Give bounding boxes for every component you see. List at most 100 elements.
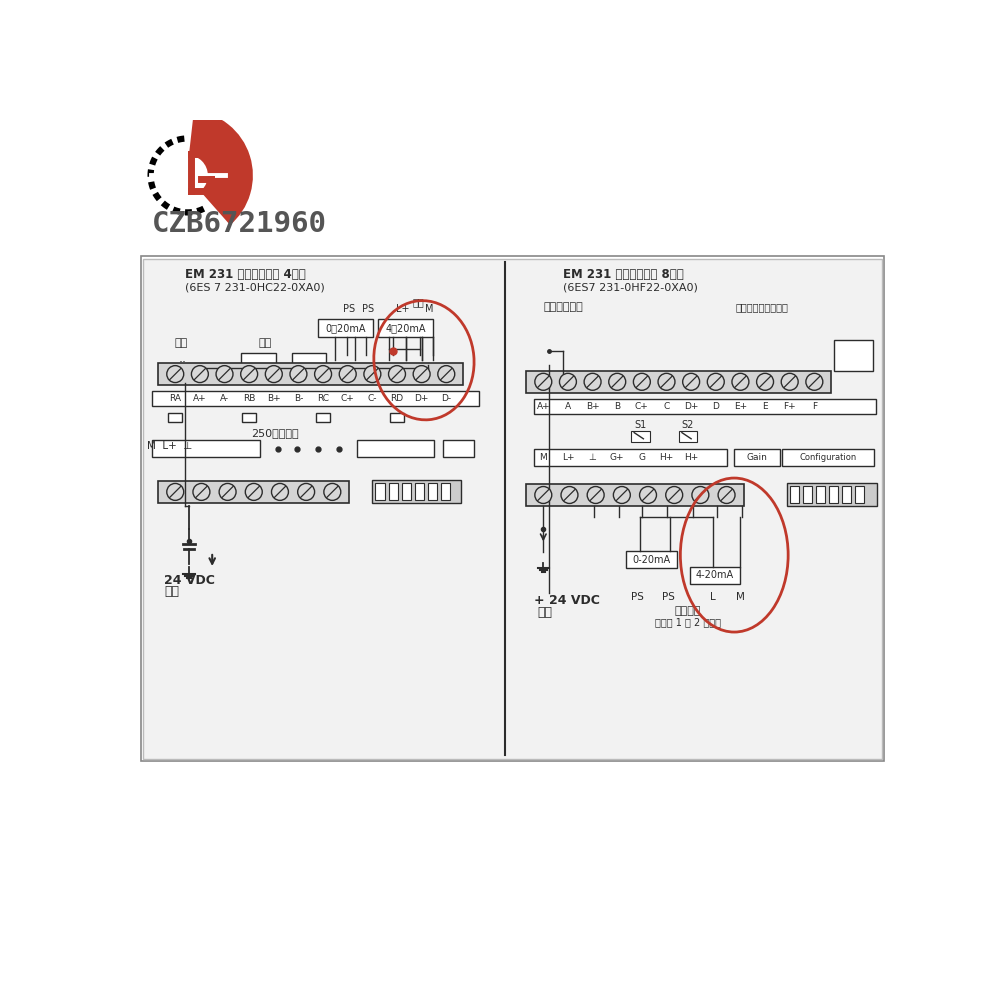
Text: RD: RD (390, 394, 404, 403)
Text: D-: D- (441, 394, 451, 403)
Circle shape (167, 483, 184, 500)
Bar (158, 363, 463, 385)
Bar (378, 319, 433, 337)
Text: C+: C+ (635, 402, 649, 411)
Text: G: G (638, 453, 645, 462)
Text: RB: RB (243, 394, 255, 403)
Text: H+: H+ (684, 453, 698, 462)
Circle shape (535, 487, 552, 503)
Text: 正常电压输入: 正常电压输入 (543, 302, 583, 312)
Text: C: C (663, 402, 670, 411)
Text: PS: PS (662, 592, 674, 602)
Text: S1: S1 (634, 420, 646, 430)
Circle shape (315, 366, 332, 383)
Text: 0-20mA: 0-20mA (633, 555, 671, 565)
Text: CZB6721960: CZB6721960 (152, 210, 327, 238)
Bar (842, 486, 851, 503)
Text: RC: RC (317, 394, 329, 403)
Bar (141, 256, 884, 761)
Text: PS: PS (343, 304, 355, 314)
Bar (534, 399, 876, 414)
Circle shape (219, 483, 236, 500)
Circle shape (806, 373, 823, 390)
Text: E: E (762, 402, 768, 411)
Circle shape (339, 366, 356, 383)
Bar (152, 391, 479, 406)
Text: A+: A+ (193, 394, 207, 403)
Bar (834, 340, 873, 371)
Text: C+: C+ (341, 394, 355, 403)
Circle shape (718, 487, 735, 503)
Circle shape (692, 487, 709, 503)
Text: E+: E+ (734, 402, 747, 411)
Text: A-: A- (220, 394, 229, 403)
Circle shape (271, 483, 288, 500)
Bar (626, 551, 677, 568)
Bar (428, 483, 437, 500)
Circle shape (561, 487, 578, 503)
Text: C-: C- (368, 394, 377, 403)
Text: ··: ·· (178, 356, 186, 369)
Text: 将未使用的输入短接: 将未使用的输入短接 (736, 302, 789, 312)
Text: A+: A+ (536, 402, 550, 411)
Text: 电流输入: 电流输入 (675, 606, 701, 616)
Bar (158, 481, 349, 503)
Bar (441, 483, 450, 500)
Text: L: L (710, 592, 716, 602)
Bar (242, 413, 256, 422)
Text: D+: D+ (414, 394, 429, 403)
Text: 4-20mA: 4-20mA (696, 570, 734, 580)
Bar (143, 259, 882, 759)
Text: Gain: Gain (747, 453, 768, 462)
Circle shape (640, 487, 656, 503)
Text: M: M (425, 304, 434, 314)
Circle shape (587, 487, 604, 503)
Text: ⊥: ⊥ (589, 453, 597, 462)
Text: 0至20mA: 0至20mA (325, 323, 366, 333)
Bar (443, 440, 474, 457)
Circle shape (193, 483, 210, 500)
Bar (390, 413, 404, 422)
Text: F+: F+ (783, 402, 796, 411)
Bar (357, 440, 434, 457)
Circle shape (167, 155, 208, 196)
Circle shape (536, 337, 563, 365)
Bar (790, 486, 799, 503)
Text: F: F (812, 402, 817, 411)
Bar (787, 483, 877, 506)
Text: M: M (736, 592, 745, 602)
Text: EM 231 模拟量输入， 4输入: EM 231 模拟量输入， 4输入 (185, 268, 306, 281)
Circle shape (364, 366, 381, 383)
Bar (829, 486, 838, 503)
Text: RA: RA (169, 394, 181, 403)
Circle shape (707, 373, 724, 390)
Circle shape (781, 373, 798, 390)
Text: 24 VDC: 24 VDC (164, 574, 215, 587)
Text: 未用: 未用 (258, 338, 272, 348)
Text: (6ES7 231-0HF22-0XA0): (6ES7 231-0HF22-0XA0) (563, 283, 697, 293)
Text: PS: PS (631, 592, 644, 602)
Bar (241, 353, 276, 376)
Text: D+: D+ (684, 402, 698, 411)
Bar (803, 486, 812, 503)
Text: B+: B+ (267, 394, 281, 403)
Circle shape (241, 366, 258, 383)
Text: 电流: 电流 (412, 297, 424, 307)
Text: G+: G+ (610, 453, 624, 462)
Bar (534, 449, 727, 466)
Bar (679, 431, 697, 442)
Circle shape (658, 373, 675, 390)
Circle shape (535, 373, 552, 390)
Text: + 24 VDC: + 24 VDC (534, 594, 600, 607)
Bar (152, 440, 260, 457)
Bar (526, 484, 744, 506)
Text: 250（内置）: 250（内置） (251, 428, 298, 438)
Circle shape (191, 366, 208, 383)
Circle shape (170, 353, 201, 383)
Text: 电源: 电源 (537, 606, 552, 619)
Bar (734, 449, 780, 466)
Text: B: B (614, 402, 620, 411)
Text: S2: S2 (682, 420, 694, 430)
Text: L+: L+ (562, 453, 574, 462)
Circle shape (732, 373, 749, 390)
